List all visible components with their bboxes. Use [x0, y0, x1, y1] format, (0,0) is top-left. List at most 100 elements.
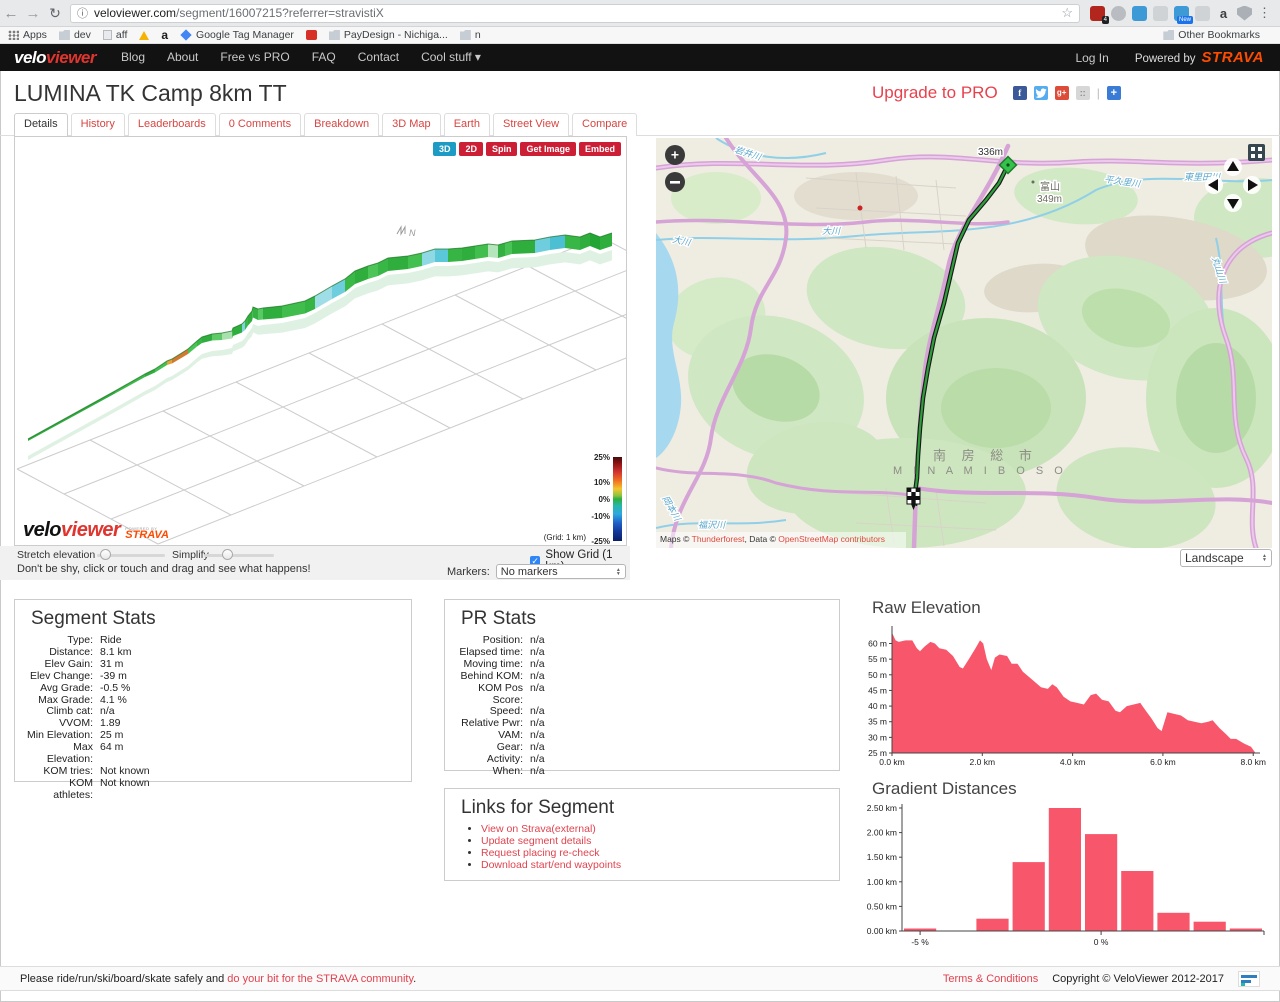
elevation-3d-viewer[interactable]: N 3D 2D Spin Get Image Embed (Grid: 1 km) 25… [14, 136, 743, 546]
segment-link-item: Request placing re-check [481, 846, 827, 860]
gradient-colorbar [613, 457, 622, 541]
segment-link[interactable]: Request placing re-check [481, 846, 600, 859]
3d-button[interactable]: 3D [432, 142, 457, 156]
map-style-select[interactable]: Landscape ▲ ▼ [1180, 549, 1272, 567]
pan-left-button[interactable] [1208, 179, 1218, 191]
extension-icon[interactable] [1237, 5, 1252, 21]
extension-icon[interactable]: New [1174, 5, 1193, 24]
forward-icon[interactable]: → [25, 4, 41, 22]
stats-badge-icon[interactable] [1238, 970, 1260, 987]
folder-icon [58, 30, 70, 40]
map-poi-dot [857, 205, 863, 211]
2d-button[interactable]: 2D [459, 142, 483, 156]
embed-button[interactable]: Embed [578, 142, 621, 156]
site-nav-link-5[interactable]: Cool stuff ▾ [421, 50, 481, 64]
segment-link[interactable]: Update segment details [481, 834, 592, 847]
bookmark-item[interactable]: a [161, 29, 168, 41]
tab-breakdown[interactable]: Breakdown [304, 113, 380, 136]
ribbon-segment [565, 235, 580, 250]
pan-right-button[interactable] [1248, 179, 1258, 191]
thunderforest-link[interactable]: Thunderforest [692, 534, 746, 544]
tab-history[interactable]: History [70, 113, 125, 136]
gradient-bar [1085, 834, 1118, 931]
bookmark-item[interactable]: aff [102, 29, 127, 41]
pan-up-button[interactable] [1227, 161, 1239, 171]
ribbon-segment [155, 361, 167, 373]
bookmark-item[interactable]: dev [58, 29, 91, 41]
site-header: veloviewer Blog About Free vs PRO FAQ Contac… [0, 44, 1280, 71]
stat-value: n/a [530, 753, 545, 766]
tab-leaderboards[interactable]: Leaderboards [127, 113, 216, 136]
bookmark-item[interactable]: Google Tag Manager [180, 29, 294, 41]
bookmark-other[interactable]: Other Bookmarks [1163, 29, 1260, 41]
googleplus-share-icon[interactable]: g+ [1054, 86, 1069, 100]
map-canvas[interactable]: 336m 富山 349m 南 房 総 市 M I N A M I B O S O… [656, 138, 1272, 548]
stat-row: Elev Gain: 31 m [27, 658, 399, 671]
tab-earth[interactable]: Earth [443, 113, 490, 136]
bookmark-item[interactable]: n [459, 29, 481, 41]
terms-link[interactable]: Terms & Conditions [942, 972, 1039, 985]
pan-down-button[interactable] [1227, 199, 1239, 209]
slider-knob[interactable] [222, 549, 233, 560]
url-bar[interactable]: ⓘ veloviewer.com /segment/16007215?refer… [70, 3, 1080, 23]
page-info-icon[interactable]: ⓘ [77, 8, 88, 20]
veloviewer-logo[interactable]: veloviewer [14, 47, 96, 67]
facebook-share-icon[interactable]: f [1012, 86, 1027, 100]
site-nav-link-2[interactable]: Free vs PRO [220, 50, 290, 64]
y-tick-label: 30 m [868, 732, 887, 742]
bookmark-item[interactable]: PayDesign - Nichiga... [328, 29, 448, 41]
segment-link[interactable]: View on Strava(external) [481, 823, 596, 835]
tab-compare[interactable]: Compare [572, 113, 638, 136]
elevation-3d-plot[interactable]: N [15, 137, 743, 545]
ribbon-segment [498, 243, 505, 258]
tab-street-view[interactable]: Street View [492, 113, 570, 136]
extension-icon[interactable] [1195, 5, 1210, 21]
osm-link[interactable]: OpenStreetMap contributors [778, 534, 885, 544]
extension-icon[interactable]: a [1219, 5, 1228, 21]
back-icon[interactable]: ← [3, 4, 19, 22]
map-roads [656, 138, 1272, 548]
spin-button[interactable]: Spin [485, 142, 518, 156]
bookmark-item[interactable] [139, 30, 150, 40]
bookmark-item[interactable] [305, 30, 317, 40]
extension-icon[interactable]: 4 [1090, 5, 1109, 24]
svg-text:349m: 349m [1037, 194, 1062, 205]
north-indicator: N [396, 225, 416, 238]
grid-line [235, 381, 378, 458]
site-nav-link-0[interactable]: Blog [120, 50, 145, 64]
bookmark-share-icon[interactable]: :: [1075, 86, 1090, 100]
extension-icon[interactable] [1111, 5, 1126, 21]
simplify-slider[interactable] [204, 549, 274, 560]
grid-note: (Grid: 1 km) [543, 533, 586, 542]
zoom-in-button[interactable] [665, 145, 685, 165]
bookmark-item[interactable]: Apps [8, 29, 47, 41]
stat-value: -39 m [100, 669, 127, 682]
upgrade-to-pro-link[interactable]: Upgrade to PRO [872, 83, 998, 102]
fullscreen-button[interactable] [1248, 144, 1265, 161]
site-nav-link-3[interactable]: FAQ [311, 50, 336, 64]
show-grid-checkbox[interactable]: ✓ [530, 555, 541, 567]
tab-0-comments[interactable]: 0 Comments [218, 113, 302, 136]
strava-community-link[interactable]: do your bit for the STRAVA community [227, 972, 414, 985]
stat-label: Gear: [496, 741, 523, 754]
bookmark-star-icon[interactable]: ☆ [1061, 5, 1073, 20]
login-link[interactable]: Log In [1075, 50, 1109, 65]
extension-icon[interactable] [1132, 5, 1147, 21]
site-nav-link-1[interactable]: About [167, 50, 199, 64]
get-image-button[interactable]: Get Image [520, 142, 576, 156]
markers-select[interactable]: No markers ▲ ▼ [495, 564, 626, 579]
segment-link[interactable]: Download start/end waypoints [481, 858, 622, 871]
folder-icon [1163, 30, 1175, 40]
extension-icon[interactable] [1153, 5, 1168, 21]
addthis-share-icon[interactable]: + [1106, 86, 1121, 100]
twitter-share-icon[interactable] [1033, 86, 1048, 100]
tab-3d-map[interactable]: 3D Map [382, 113, 441, 136]
segment-map[interactable]: 336m 富山 349m 南 房 総 市 M I N A M I B O S O… [656, 138, 1272, 548]
tab-details[interactable]: Details [14, 113, 68, 136]
browser-menu-icon[interactable]: ⋮ [1258, 5, 1272, 20]
site-nav-link-4[interactable]: Contact [357, 50, 400, 64]
reload-icon[interactable]: ↻ [49, 4, 61, 21]
slider-knob[interactable] [100, 549, 111, 560]
gtm-icon [180, 29, 192, 41]
stretch-elevation-slider[interactable] [97, 549, 165, 560]
